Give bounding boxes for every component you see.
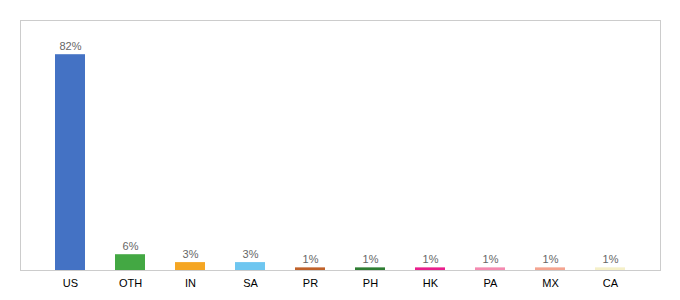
svg-text:US: US	[63, 277, 78, 289]
svg-text:1%: 1%	[363, 253, 379, 265]
svg-text:OTH: OTH	[119, 277, 142, 289]
svg-text:1%: 1%	[483, 253, 499, 265]
svg-text:MX: MX	[542, 277, 559, 289]
svg-text:HK: HK	[423, 277, 439, 289]
svg-text:IN: IN	[185, 277, 196, 289]
svg-text:6%: 6%	[123, 240, 139, 252]
svg-text:3%: 3%	[183, 248, 199, 260]
svg-text:1%: 1%	[423, 253, 439, 265]
svg-text:PA: PA	[484, 277, 499, 289]
svg-text:1%: 1%	[543, 253, 559, 265]
svg-text:SA: SA	[243, 277, 258, 289]
svg-text:PH: PH	[363, 277, 378, 289]
svg-text:82%: 82%	[59, 40, 81, 52]
svg-text:CA: CA	[603, 277, 619, 289]
svg-text:1%: 1%	[303, 253, 319, 265]
svg-text:3%: 3%	[243, 248, 259, 260]
svg-text:PR: PR	[303, 277, 318, 289]
svg-text:1%: 1%	[603, 253, 619, 265]
